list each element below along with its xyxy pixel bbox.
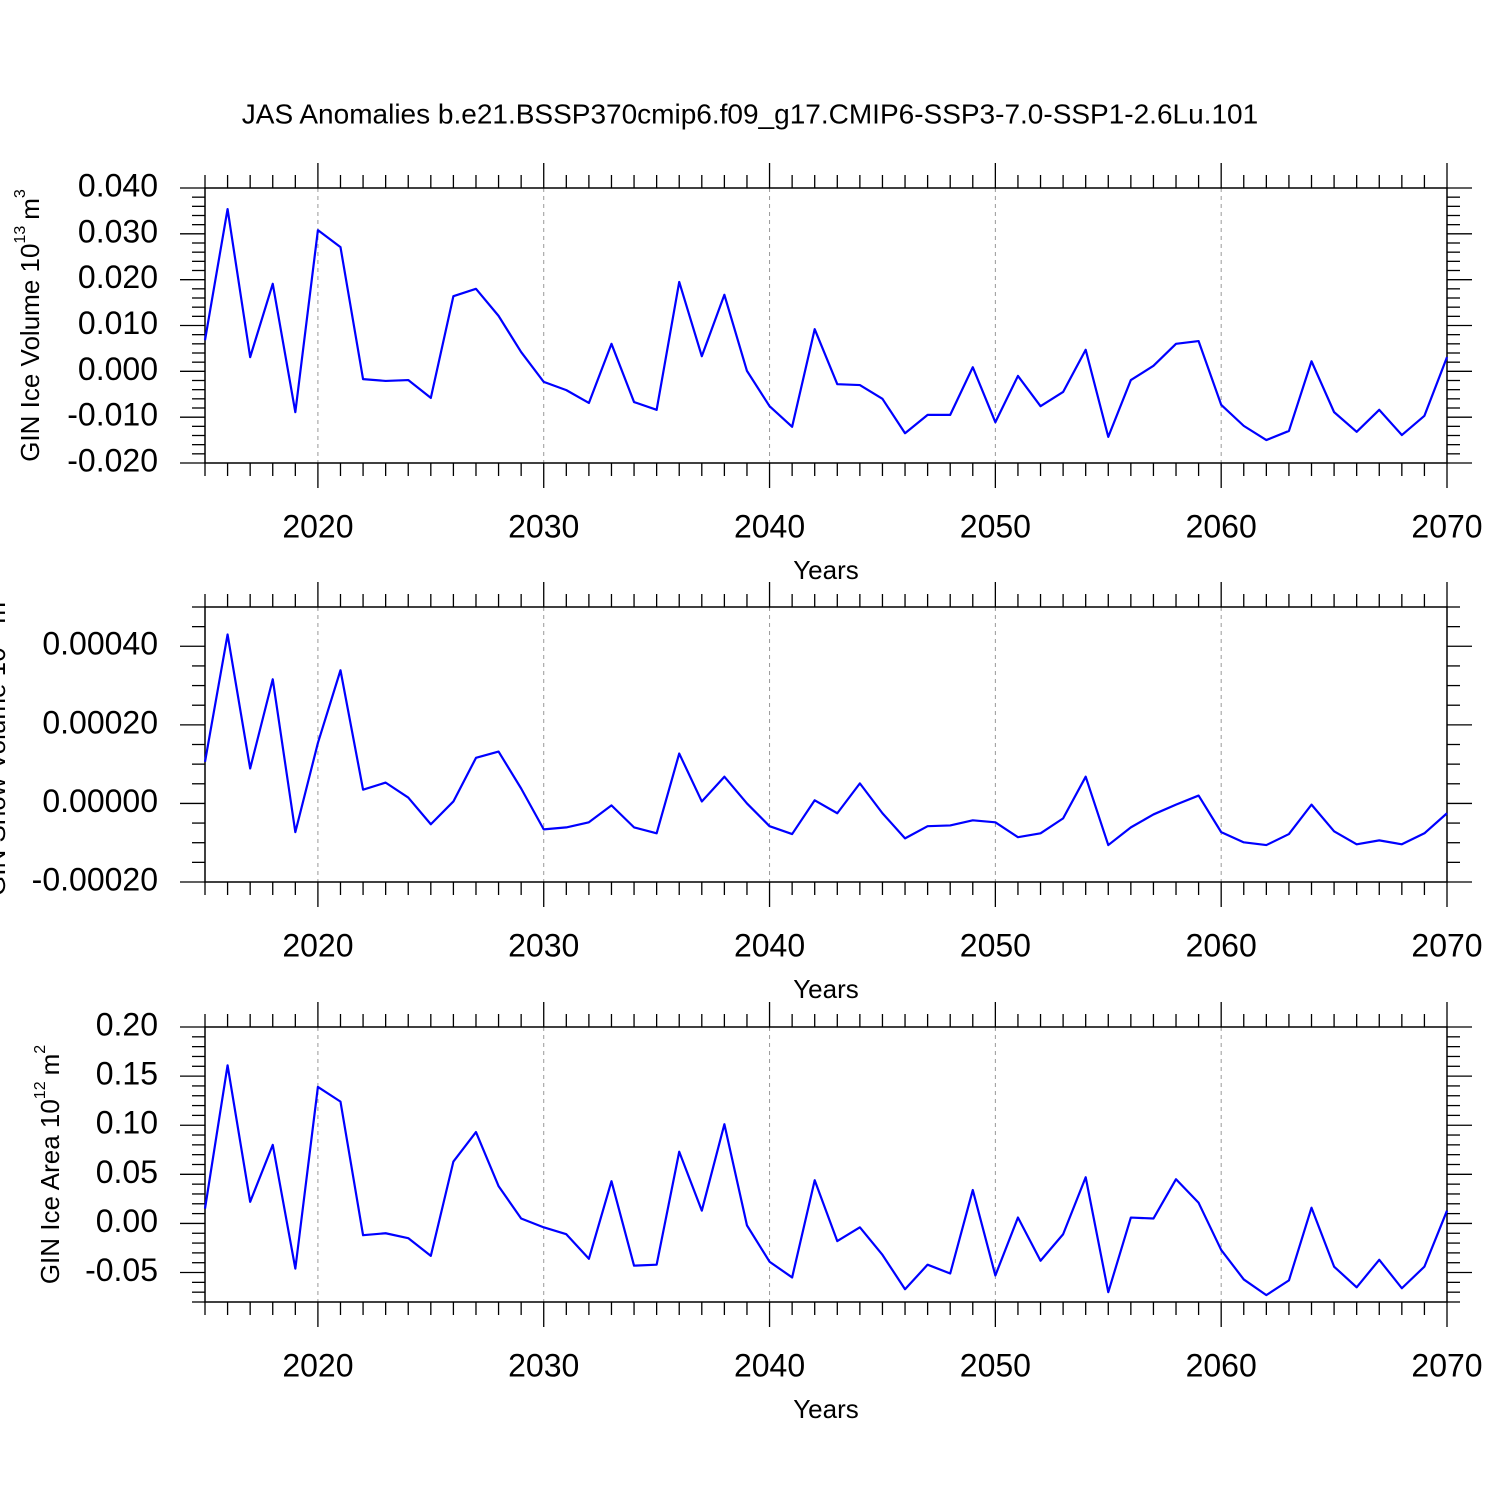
- figure-title: JAS Anomalies b.e21.BSSP370cmip6.f09_g17…: [242, 98, 1258, 129]
- y-label-unit-exponent: 2: [32, 1045, 49, 1054]
- y-tick-label: 0.00040: [42, 626, 158, 662]
- x-tick-label: 2040: [734, 927, 805, 963]
- y-tick-label: -0.00020: [32, 861, 158, 897]
- y-tick-label: 0.05: [96, 1154, 158, 1190]
- y-tick-label: 0.010: [78, 305, 158, 341]
- x-tick-label: 2030: [508, 1347, 579, 1383]
- y-axis-label: GIN Snow Volume 1013m3: [0, 593, 11, 896]
- x-tick-label: 2020: [282, 1347, 353, 1383]
- y-label-unit-exponent: 3: [12, 189, 29, 198]
- x-tick-label: 2020: [282, 508, 353, 544]
- y-tick-label: 0.020: [78, 259, 158, 295]
- x-axis-label: Years: [793, 1394, 859, 1424]
- y-tick-label: 0.10: [96, 1105, 158, 1141]
- x-tick-label: 2070: [1411, 1347, 1482, 1383]
- y-tick-label: 0.030: [78, 213, 158, 249]
- x-tick-label: 2050: [960, 927, 1031, 963]
- plot-frame: [204, 187, 1448, 464]
- x-tick-label: 2040: [734, 508, 805, 544]
- y-label-exponent: 12: [32, 1081, 49, 1099]
- x-tick-label: 2060: [1186, 1347, 1257, 1383]
- y-label-unit: m: [15, 198, 45, 220]
- y-tick-label: 0.000: [78, 351, 158, 387]
- x-tick-label: 2030: [508, 927, 579, 963]
- y-label-exponent: 13: [12, 226, 29, 244]
- y-tick-label: 0.00020: [42, 704, 158, 740]
- x-tick-label: 2030: [508, 508, 579, 544]
- y-axis-label: GIN Ice Volume 1013 m3: [12, 189, 45, 462]
- data-line: [203, 633, 1448, 847]
- y-tick-label: 0.040: [78, 167, 158, 203]
- x-tick-label: 2060: [1186, 927, 1257, 963]
- y-tick-label: 0.15: [96, 1056, 158, 1092]
- y-label-text: GIN Ice Area 10: [35, 1099, 65, 1284]
- y-tick-label: -0.010: [67, 397, 158, 433]
- x-tick-label: 2070: [1411, 508, 1482, 544]
- x-tick-label: 2040: [734, 1347, 805, 1383]
- y-label-text: GIN Ice Volume 10: [15, 244, 45, 462]
- x-tick-label: 2020: [282, 927, 353, 963]
- plot-frame: [204, 606, 1448, 883]
- y-tick-label: 0.20: [96, 1006, 158, 1042]
- x-tick-label: 2070: [1411, 927, 1482, 963]
- x-axis-label: Years: [793, 974, 859, 1004]
- y-label-text: GIN Snow Volume 10: [0, 647, 11, 896]
- y-label-unit: m: [0, 602, 11, 624]
- y-tick-label: -0.020: [67, 442, 158, 478]
- data-line: [203, 207, 1449, 442]
- y-tick-label: 0.00: [96, 1203, 158, 1239]
- x-tick-label: 2050: [960, 1347, 1031, 1383]
- x-axis-label: Years: [793, 555, 859, 585]
- data-line: [203, 1064, 1449, 1297]
- y-tick-label: -0.05: [85, 1252, 158, 1288]
- x-tick-label: 2050: [960, 508, 1031, 544]
- x-tick-label: 2060: [1186, 508, 1257, 544]
- plot-frame: [204, 1026, 1448, 1303]
- y-axis-label: GIN Ice Area 1012 m2: [32, 1045, 65, 1284]
- y-label-unit: m: [35, 1054, 65, 1076]
- y-tick-label: 0.00000: [42, 783, 158, 819]
